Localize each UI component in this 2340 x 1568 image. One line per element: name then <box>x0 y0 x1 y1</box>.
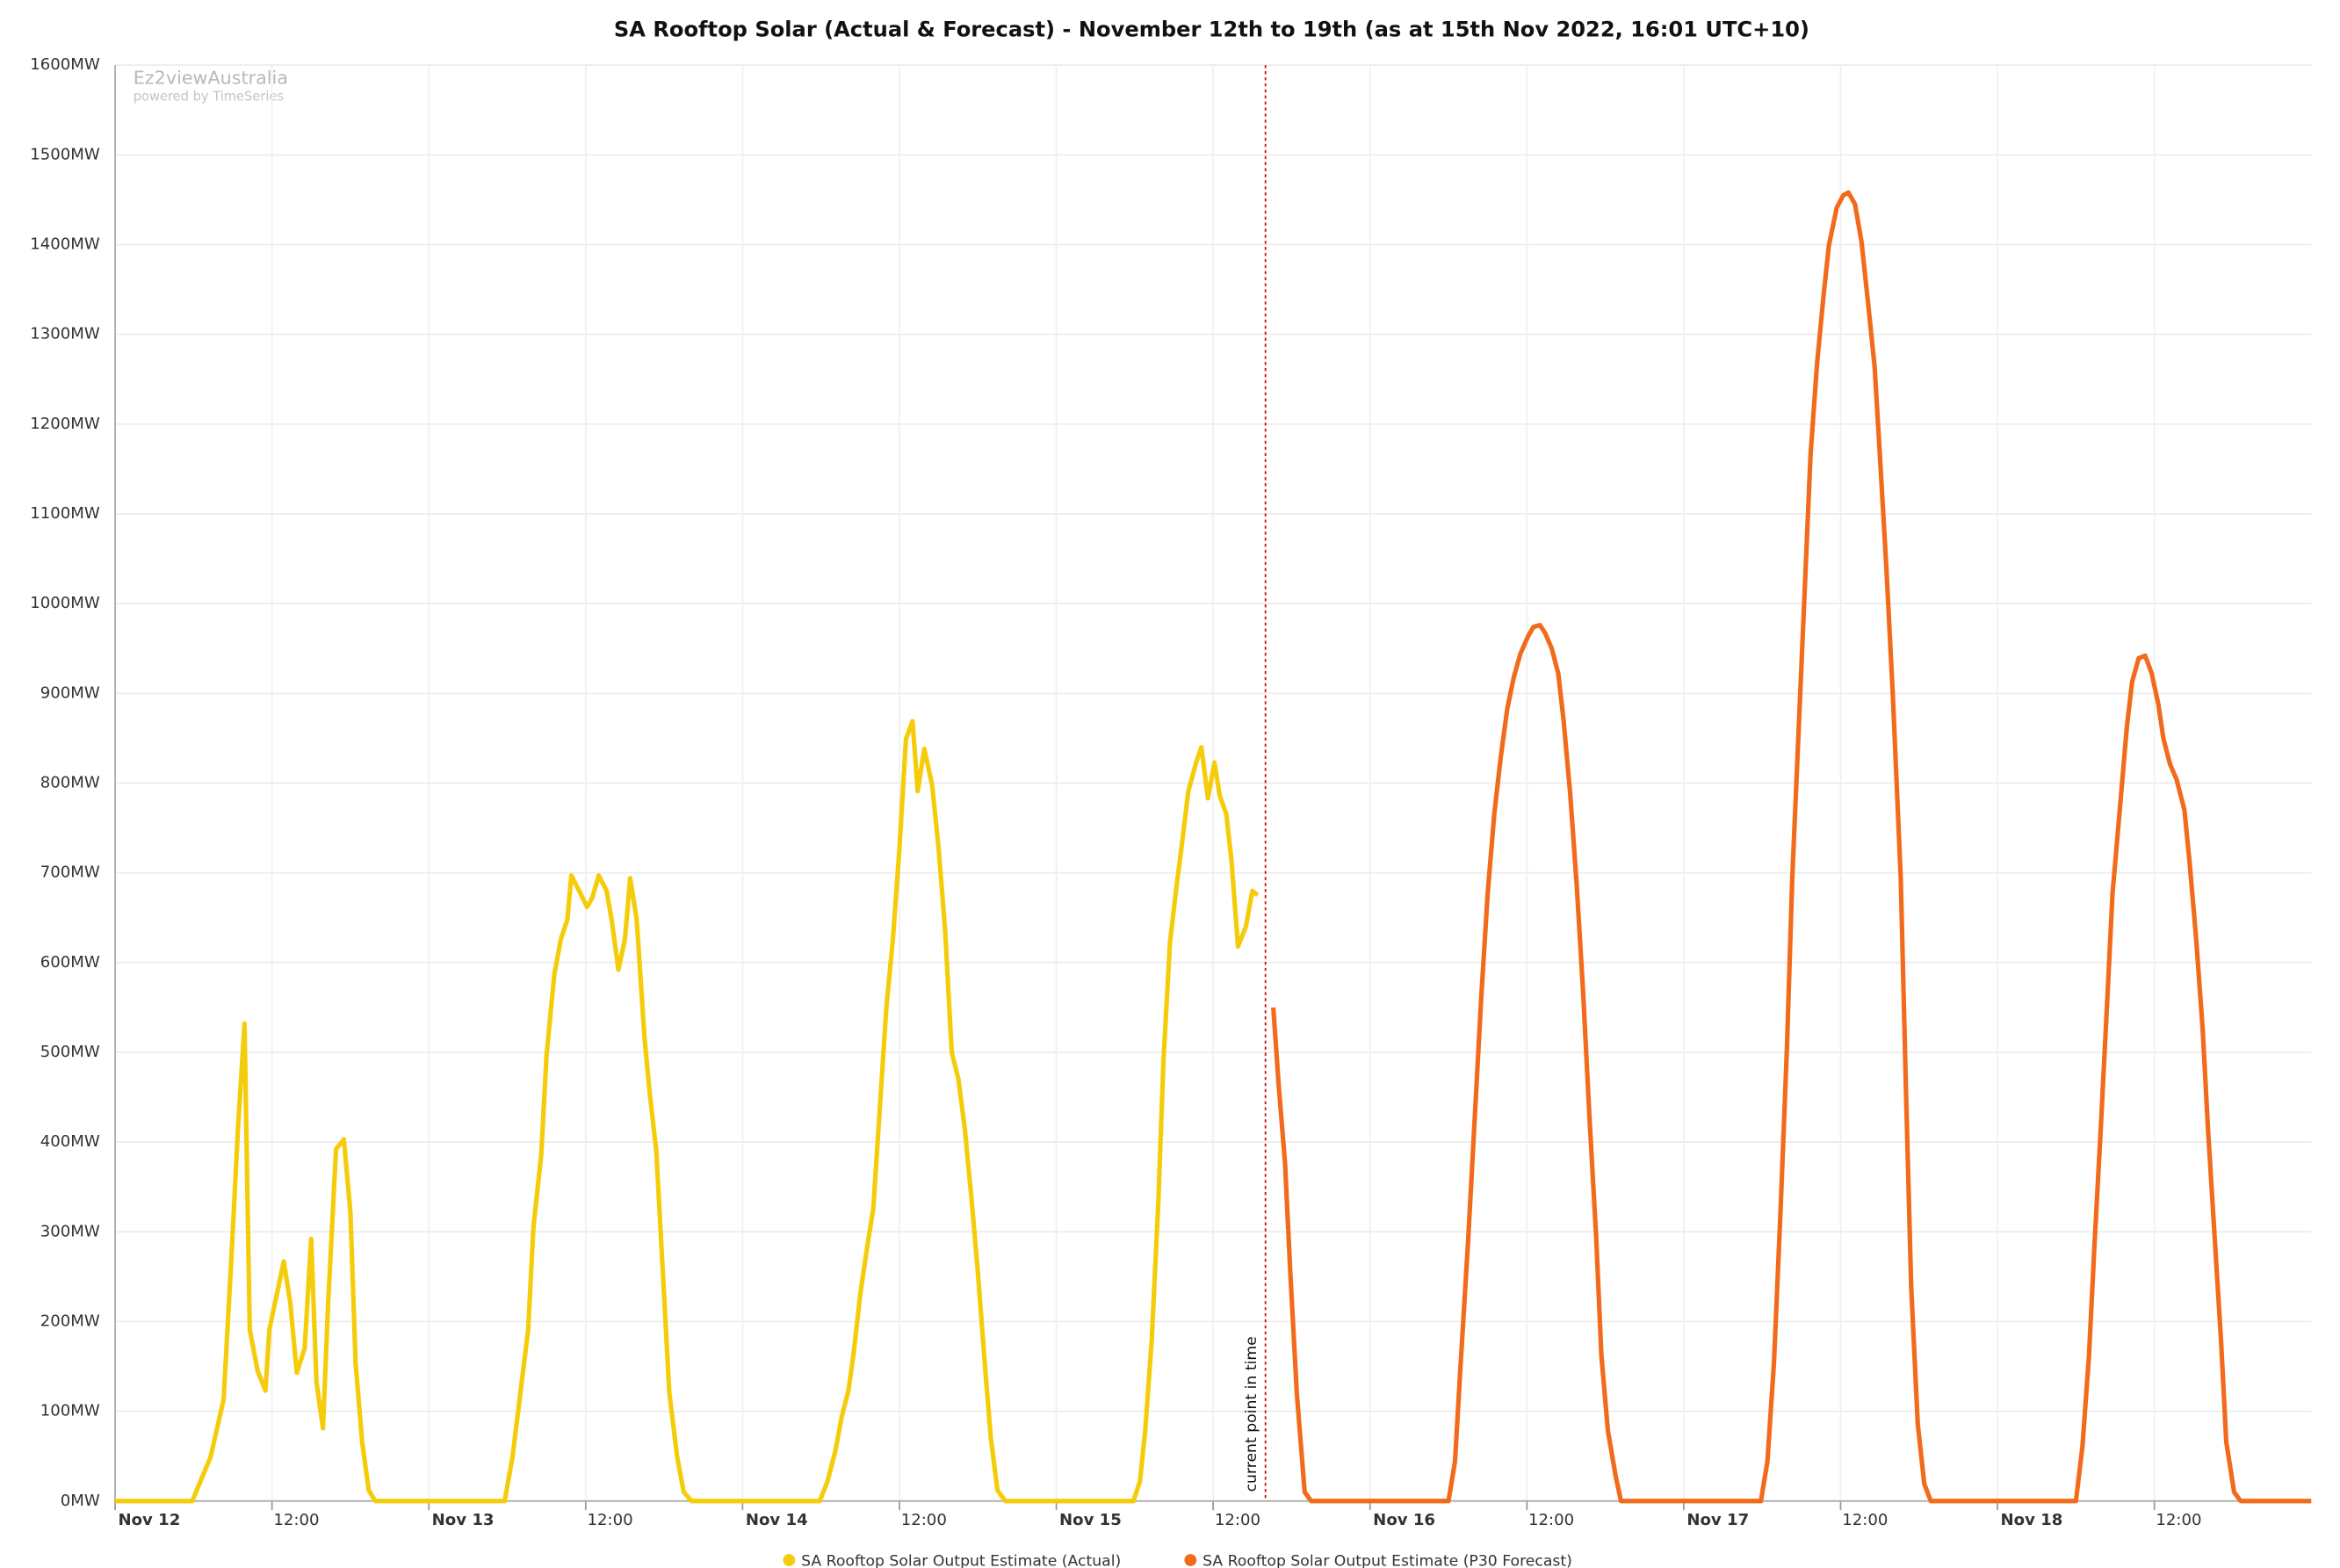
legend-label: SA Rooftop Solar Output Estimate (Actual… <box>801 1553 1121 1568</box>
y-tick-label: 0MW <box>61 1492 100 1510</box>
y-tick-label: 1600MW <box>30 55 100 74</box>
legend-label: SA Rooftop Solar Output Estimate (P30 Fo… <box>1202 1553 1572 1568</box>
x-tick-label: Nov 18 <box>2001 1511 2063 1529</box>
x-tick-label: 12:00 <box>588 1511 633 1529</box>
y-tick-label: 1000MW <box>30 594 100 612</box>
y-tick-label: 300MW <box>40 1222 100 1240</box>
y-tick-label: 400MW <box>40 1132 100 1151</box>
watermark: Ez2viewAustralia <box>134 68 288 89</box>
x-tick-label: Nov 15 <box>1059 1511 1122 1529</box>
x-tick-label: Nov 16 <box>1373 1511 1435 1529</box>
series-line <box>1271 190 2312 1504</box>
y-tick-label: 1300MW <box>30 325 100 343</box>
y-tick-label: 200MW <box>40 1311 100 1330</box>
x-tick-label: 12:00 <box>1842 1511 1888 1529</box>
y-tick-label: 800MW <box>40 773 100 791</box>
y-tick-label: 1100MW <box>30 504 100 523</box>
x-tick-label: 12:00 <box>273 1511 319 1529</box>
x-tick-label: Nov 13 <box>432 1511 495 1529</box>
chart-title: SA Rooftop Solar (Actual & Forecast) - N… <box>614 18 1809 42</box>
x-tick-label: 12:00 <box>1528 1511 1574 1529</box>
x-tick-label: 12:00 <box>901 1511 947 1529</box>
series-line <box>115 719 1260 1504</box>
legend-marker <box>783 1554 796 1566</box>
x-tick-label: 12:00 <box>2156 1511 2201 1529</box>
annotation-label: current point in time <box>1243 1336 1260 1492</box>
x-tick-label: Nov 17 <box>1686 1511 1749 1529</box>
y-tick-label: 700MW <box>40 863 100 882</box>
x-tick-label: 12:00 <box>1215 1511 1260 1529</box>
y-tick-label: 100MW <box>40 1402 100 1420</box>
legend-marker <box>1184 1554 1197 1566</box>
y-tick-label: 1400MW <box>30 235 100 253</box>
y-tick-label: 600MW <box>40 953 100 972</box>
y-tick-label: 1500MW <box>30 145 100 163</box>
x-tick-label: Nov 12 <box>118 1511 180 1529</box>
x-tick-label: Nov 14 <box>746 1511 808 1529</box>
y-tick-label: 1200MW <box>30 415 100 433</box>
watermark-subtitle: powered by TimeSeries <box>134 89 284 104</box>
y-tick-label: 900MW <box>40 683 100 702</box>
y-tick-label: 500MW <box>40 1043 100 1061</box>
